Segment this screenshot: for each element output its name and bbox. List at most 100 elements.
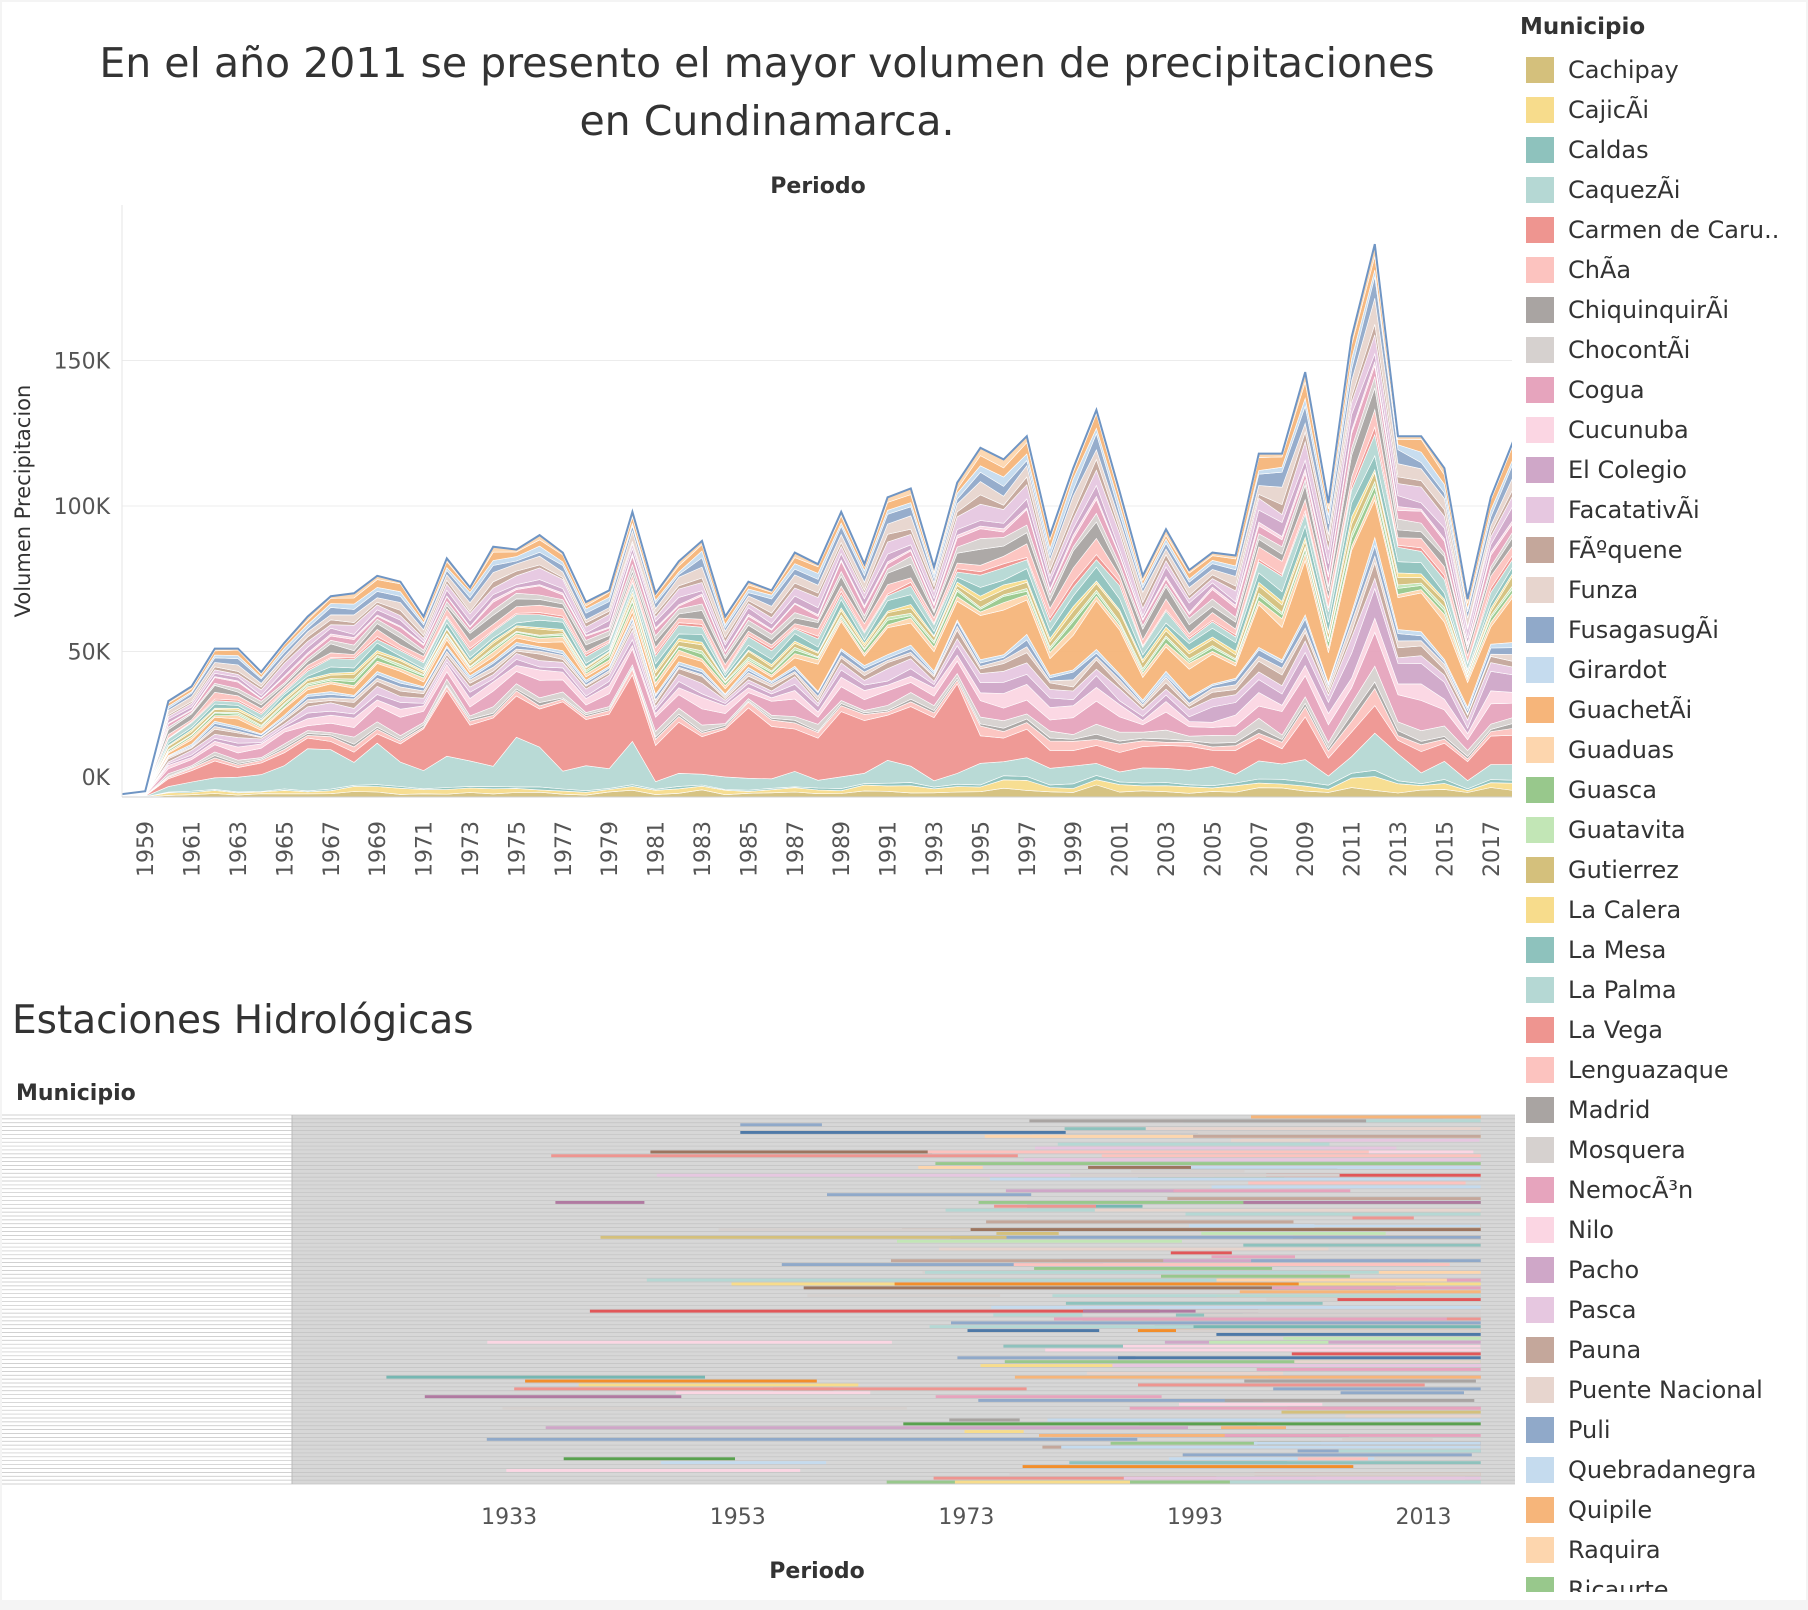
- gantt-bar[interactable]: [1345, 1414, 1481, 1418]
- gantt-bar[interactable]: [1034, 1267, 1273, 1270]
- legend-item[interactable]: La Vega: [1507, 1010, 1807, 1050]
- gantt-bar[interactable]: [994, 1204, 1096, 1208]
- gantt-bar[interactable]: [950, 1235, 1481, 1239]
- gantt-bar[interactable]: [918, 1166, 983, 1169]
- legend-item[interactable]: La Palma: [1507, 970, 1807, 1010]
- gantt-bar[interactable]: [1283, 1336, 1481, 1340]
- legend-item[interactable]: La Mesa: [1507, 930, 1807, 970]
- legend-item[interactable]: Guaduas: [1507, 730, 1807, 770]
- gantt-bar[interactable]: [1251, 1259, 1481, 1263]
- gantt-bar[interactable]: [1094, 1208, 1481, 1212]
- legend-item[interactable]: NemocÃ³n: [1507, 1170, 1807, 1210]
- gantt-bar[interactable]: [1179, 1402, 1323, 1406]
- legend-item[interactable]: Quipile: [1507, 1490, 1807, 1530]
- gantt-bar[interactable]: [740, 1131, 1198, 1134]
- gantt-bar[interactable]: [486, 1437, 1138, 1441]
- gantt-bar[interactable]: [897, 1239, 1182, 1243]
- legend-item[interactable]: Guatavita: [1507, 810, 1807, 850]
- gantt-bar[interactable]: [1054, 1317, 1447, 1321]
- gantt-bar[interactable]: [1052, 1294, 1481, 1298]
- gantt-bar[interactable]: [978, 1399, 1264, 1402]
- legend-item[interactable]: CaquezÃi: [1507, 170, 1807, 210]
- gantt-bar[interactable]: [1273, 1387, 1481, 1391]
- gantt-bar[interactable]: [1065, 1131, 1481, 1134]
- gantt-bar[interactable]: [986, 1220, 1294, 1224]
- gantt-bar[interactable]: [555, 1201, 645, 1204]
- legend-item[interactable]: Puli: [1507, 1410, 1807, 1450]
- gantt-bar[interactable]: [978, 1201, 1481, 1204]
- gantt-bar[interactable]: [589, 1309, 1160, 1313]
- gantt-bar[interactable]: [1101, 1154, 1481, 1158]
- gantt-bar[interactable]: [1211, 1185, 1481, 1189]
- gantt-bar[interactable]: [1029, 1119, 1367, 1123]
- gantt-bar[interactable]: [1086, 1371, 1284, 1375]
- gantt-bar[interactable]: [1243, 1243, 1481, 1247]
- gantt-bar[interactable]: [1298, 1282, 1481, 1286]
- gantt-chart[interactable]: Municipio 1933 1953 1973 1993 2013 Periodo: [2, 1072, 1522, 1602]
- gantt-bar[interactable]: [600, 1235, 1007, 1239]
- gantt-bar[interactable]: [1005, 1189, 1175, 1193]
- gantt-bar[interactable]: [1321, 1270, 1481, 1274]
- gantt-bar[interactable]: [1110, 1441, 1322, 1445]
- legend-item[interactable]: Carmen de Caru..: [1507, 210, 1807, 250]
- legend-item[interactable]: Cogua: [1507, 370, 1807, 410]
- gantt-bar[interactable]: [1123, 1344, 1481, 1348]
- gantt-bar[interactable]: [1161, 1274, 1350, 1278]
- legend-item[interactable]: Puente Nacional: [1507, 1370, 1807, 1410]
- gantt-bar[interactable]: [954, 1480, 1130, 1484]
- gantt-bar[interactable]: [1045, 1348, 1481, 1352]
- gantt-bar[interactable]: [650, 1150, 995, 1154]
- legend-item[interactable]: Pacho: [1507, 1250, 1807, 1290]
- gantt-bar[interactable]: [989, 1177, 1481, 1181]
- legend-item[interactable]: Funza: [1507, 570, 1807, 610]
- gantt-bar[interactable]: [1182, 1453, 1472, 1457]
- gantt-bar[interactable]: [1207, 1480, 1481, 1484]
- legend-item[interactable]: Quebradanegra: [1507, 1450, 1807, 1490]
- gantt-bar[interactable]: [1039, 1434, 1225, 1437]
- gantt-bar[interactable]: [502, 1406, 907, 1410]
- gantt-bar[interactable]: [1173, 1189, 1351, 1193]
- gantt-bar[interactable]: [514, 1387, 834, 1391]
- gantt-bar[interactable]: [1176, 1329, 1481, 1332]
- gantt-bar[interactable]: [1342, 1437, 1433, 1441]
- gantt-bar[interactable]: [938, 1247, 1329, 1251]
- gantt-bar[interactable]: [1266, 1173, 1481, 1177]
- gantt-bar[interactable]: [933, 1476, 1217, 1480]
- gantt-bar[interactable]: [1271, 1286, 1481, 1290]
- gantt-bar[interactable]: [927, 1150, 1369, 1154]
- gantt-bar[interactable]: [891, 1259, 1164, 1263]
- gantt-bar[interactable]: [675, 1391, 871, 1395]
- area-chart[interactable]: Periodo Volumen Precipitacion 0K 50K 100K 150…: [12, 170, 1512, 1000]
- gantt-bar[interactable]: [1167, 1197, 1481, 1200]
- gantt-bar[interactable]: [1118, 1356, 1481, 1360]
- gantt-bar[interactable]: [1248, 1181, 1466, 1185]
- gantt-bar[interactable]: [949, 1418, 1020, 1422]
- legend-item[interactable]: Ricaurte: [1507, 1570, 1807, 1592]
- gantt-bar[interactable]: [1251, 1115, 1481, 1119]
- gantt-bar[interactable]: [1051, 1434, 1481, 1437]
- gantt-bar[interactable]: [1154, 1325, 1481, 1329]
- gantt-bar[interactable]: [1191, 1166, 1481, 1169]
- legend-item[interactable]: Nilo: [1507, 1210, 1807, 1250]
- legend-item[interactable]: Girardot: [1507, 650, 1807, 690]
- gantt-bar[interactable]: [1123, 1476, 1481, 1480]
- gantt-bar[interactable]: [578, 1383, 859, 1387]
- gantt-bar[interactable]: [894, 1282, 1426, 1286]
- gantt-bar[interactable]: [1224, 1399, 1475, 1402]
- gantt-bar[interactable]: [1244, 1379, 1476, 1383]
- gantt-bar[interactable]: [1291, 1352, 1481, 1356]
- gantt-bar[interactable]: [1131, 1169, 1245, 1173]
- gantt-bar[interactable]: [803, 1286, 1396, 1290]
- legend-item[interactable]: Madrid: [1507, 1090, 1807, 1130]
- gantt-bar[interactable]: [1061, 1445, 1481, 1449]
- gantt-bar[interactable]: [525, 1379, 817, 1383]
- gantt-bar[interactable]: [424, 1395, 682, 1399]
- gantt-bar[interactable]: [545, 1426, 1188, 1430]
- legend-item[interactable]: Mosquera: [1507, 1130, 1807, 1170]
- legend-item[interactable]: Lenguazaque: [1507, 1050, 1807, 1090]
- gantt-bar[interactable]: [1065, 1301, 1323, 1305]
- gantt-bar[interactable]: [1009, 1472, 1481, 1476]
- gantt-bar[interactable]: [506, 1469, 801, 1472]
- gantt-bar[interactable]: [1297, 1457, 1368, 1461]
- gantt-bar[interactable]: [1168, 1457, 1375, 1461]
